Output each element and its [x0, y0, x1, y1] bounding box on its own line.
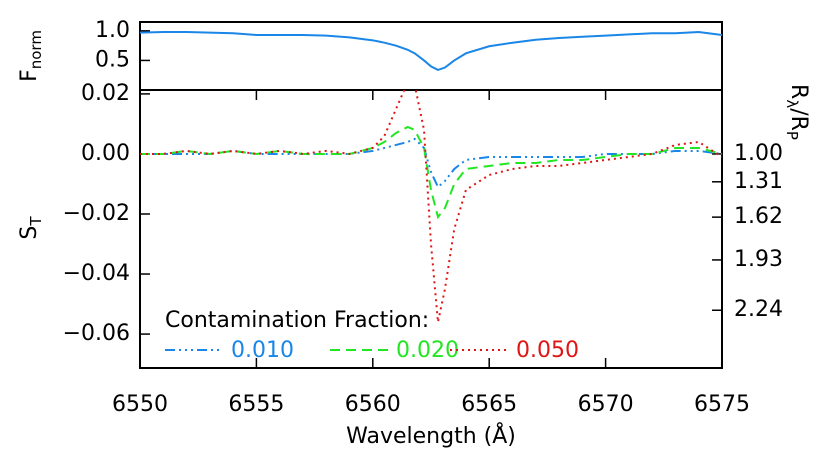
- y2-axis-label: Rλ/RP: [784, 84, 812, 140]
- y2-tick-label: 1.93: [734, 247, 783, 272]
- y-tick-label: −0.02: [63, 201, 130, 226]
- x-tick-label: 6555: [228, 392, 284, 417]
- label-sub: λ: [784, 99, 802, 108]
- y-tick-label: 1.0: [95, 18, 130, 43]
- series-line: [140, 31, 722, 71]
- y2-tick-label: 1.62: [734, 204, 783, 229]
- label-sub: P: [784, 131, 802, 140]
- label-sub: T: [27, 216, 45, 227]
- legend-title: Contamination Fraction:: [165, 308, 429, 333]
- y-tick-label: −0.04: [63, 261, 130, 286]
- x-tick-label: 6565: [461, 392, 517, 417]
- label-main: /R: [786, 108, 811, 131]
- y-tick-label: −0.06: [63, 321, 130, 346]
- y-axis-label: ST: [17, 216, 45, 240]
- legend-label: 0.020: [396, 338, 459, 363]
- y2-tick-label: 1.31: [734, 169, 783, 194]
- y-tick-label: 0.02: [81, 81, 130, 106]
- x-tick-label: 6560: [345, 392, 401, 417]
- y-tick-label: 0.5: [95, 47, 130, 72]
- label-main: S: [17, 226, 42, 240]
- series-line: [140, 137, 722, 189]
- y-tick-label: 0.00: [81, 141, 130, 166]
- plot-area: [140, 90, 722, 323]
- y2-tick-label: 2.24: [734, 297, 783, 322]
- x-tick-label: 6550: [112, 392, 168, 417]
- y2-tick-label: 1.00: [734, 141, 783, 166]
- plot-area: [140, 31, 722, 71]
- legend-label: 0.050: [516, 338, 579, 363]
- x-tick-label: 6575: [694, 392, 750, 417]
- label-main: R: [786, 84, 811, 99]
- plot-frame: [139, 89, 723, 369]
- label-main: F: [17, 69, 42, 82]
- series-line: [140, 90, 722, 323]
- x-axis-label: Wavelength (Å): [346, 422, 516, 449]
- legend-label: 0.010: [231, 338, 294, 363]
- x-tick-label: 6570: [578, 392, 634, 417]
- y-axis-label: Fnorm: [17, 30, 45, 82]
- label-sub: norm: [27, 30, 45, 69]
